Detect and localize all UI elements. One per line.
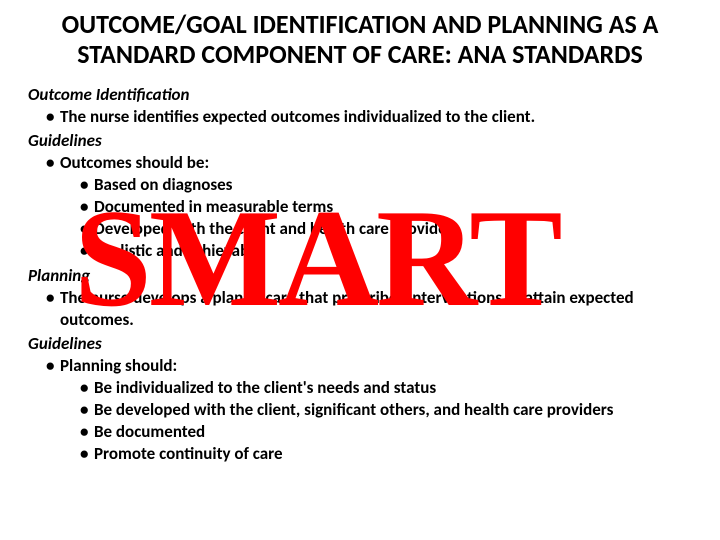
bullet-list: The nurse identifies expected outcomes i… <box>28 106 692 128</box>
bullet-item: Outcomes should be: <box>46 152 692 174</box>
sub-bullet-item: Based on diagnoses <box>80 174 692 196</box>
sub-bullet-item: Developed with the client and health car… <box>80 218 692 240</box>
bullet-item: The nurse develops a plan of care that p… <box>46 287 692 331</box>
bullet-item: Planning should: <box>46 355 692 377</box>
sub-bullet-item: Be individualized to the client's needs … <box>80 377 692 399</box>
slide: OUTCOME/GOAL IDENTIFICATION AND PLANNING… <box>0 0 720 540</box>
bullet-list: The nurse develops a plan of care that p… <box>28 287 692 331</box>
sub-bullet-item: Be developed with the client, significan… <box>80 399 692 421</box>
sub-bullet-item: Realistic and achievable <box>80 240 692 262</box>
section-heading: Outcome Identification <box>28 84 692 106</box>
bullet-item: The nurse identifies expected outcomes i… <box>46 106 692 128</box>
sub-bullet-item: Documented in measurable terms <box>80 196 692 218</box>
section-heading: Guidelines <box>28 130 692 152</box>
sub-bullet-item: Promote continuity of care <box>80 443 692 465</box>
slide-title: OUTCOME/GOAL IDENTIFICATION AND PLANNING… <box>28 10 692 70</box>
sub-bullet-list: Be individualized to the client's needs … <box>28 377 692 465</box>
slide-body: Outcome Identification The nurse identif… <box>28 84 692 466</box>
bullet-list: Planning should: <box>28 355 692 377</box>
section-heading: Guidelines <box>28 333 692 355</box>
section-heading: Planning <box>28 265 692 287</box>
sub-bullet-item: Be documented <box>80 421 692 443</box>
bullet-list: Outcomes should be: <box>28 152 692 174</box>
sub-bullet-list: Based on diagnoses Documented in measura… <box>28 174 692 262</box>
